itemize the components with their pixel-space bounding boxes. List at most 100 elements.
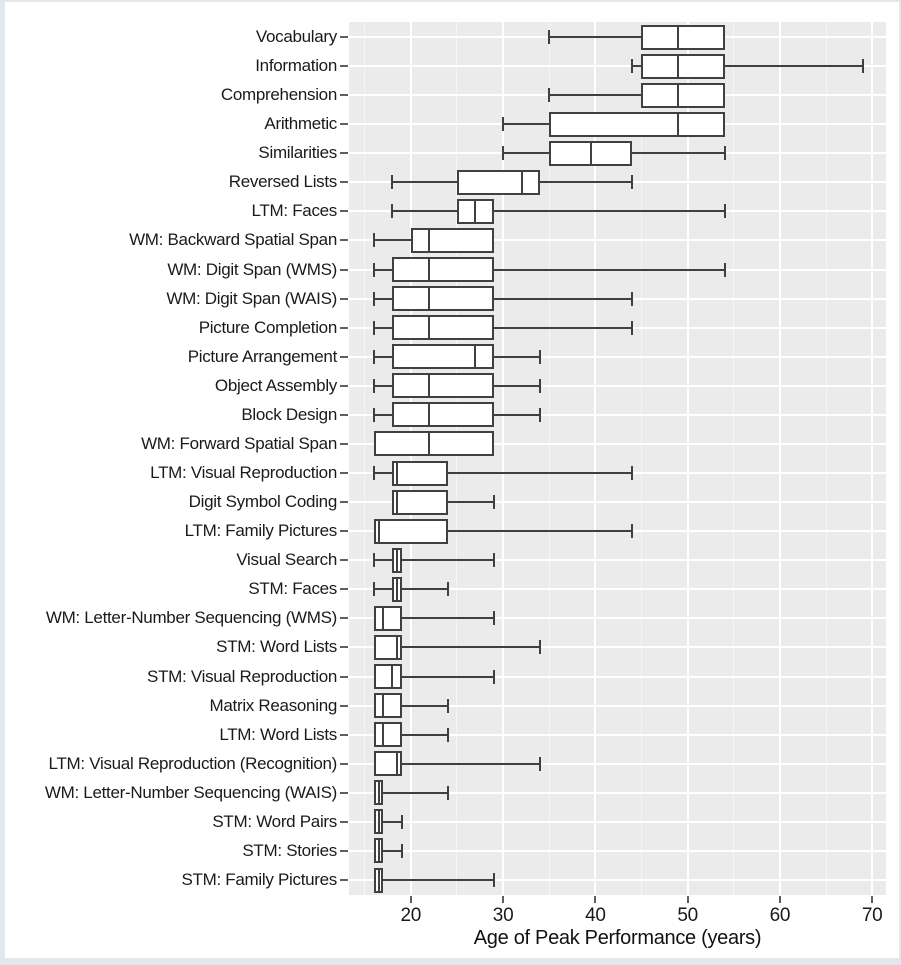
lower-whisker-cap [372, 320, 375, 335]
lower-whisker-line [632, 65, 642, 68]
row-gridline [349, 820, 886, 823]
category-tick-mark [340, 268, 348, 271]
category-label: Vocabulary [255, 27, 337, 46]
category-tick-mark [340, 36, 348, 38]
upper-whisker-cap [538, 407, 541, 422]
iqr-box [373, 664, 402, 690]
category-label: Comprehension [220, 85, 337, 105]
major-gridline [686, 22, 689, 895]
upper-whisker-cap [538, 378, 541, 393]
plot-panel [349, 22, 886, 895]
median-line [395, 636, 398, 658]
lower-whisker-line [549, 94, 642, 97]
lower-whisker-cap [372, 582, 375, 597]
category-label: WM: Backward Spatial Span [129, 230, 337, 250]
median-line [428, 317, 431, 339]
upper-whisker-cap [723, 204, 726, 219]
upper-whisker-line [383, 849, 402, 852]
x-tick-mark [871, 896, 874, 903]
row-gridline [349, 849, 886, 852]
category-label: LTM: Visual Reproduction (Recognition) [48, 753, 338, 773]
median-line [677, 84, 680, 106]
iqr-box [410, 227, 494, 253]
iqr-box [373, 431, 494, 457]
median-line [382, 607, 385, 629]
median-line [395, 491, 398, 513]
upper-whisker-line [493, 384, 540, 387]
upper-whisker-line [493, 210, 725, 213]
category-label: STM: Faces [248, 579, 337, 599]
lower-whisker-line [392, 210, 457, 213]
median-line [377, 811, 380, 833]
median-line [520, 171, 523, 193]
upper-whisker-line [539, 181, 633, 184]
median-line [395, 462, 398, 484]
category-label: Digit Symbol Coding [188, 492, 338, 512]
iqr-box [641, 82, 725, 108]
category-tick-mark [340, 181, 348, 184]
row-gridline [349, 355, 886, 358]
row-gridline [349, 646, 886, 649]
category-label: STM: Family Pictures [181, 870, 337, 890]
category-tick-mark [340, 733, 348, 736]
lower-whisker-cap [502, 117, 505, 132]
lower-whisker-line [373, 268, 393, 271]
category-tick-mark [340, 239, 348, 242]
major-gridline [502, 22, 505, 895]
median-line [677, 113, 680, 135]
category-label: LTM: Visual Reproduction [150, 463, 337, 483]
lower-whisker-cap [391, 204, 394, 219]
iqr-box [641, 53, 725, 79]
lower-whisker-line [549, 36, 642, 38]
x-tick-label: 50 [677, 905, 698, 926]
category-tick-mark [340, 94, 348, 97]
iqr-box [392, 344, 494, 370]
iqr-box [392, 402, 494, 428]
lower-whisker-line [373, 559, 393, 562]
row-gridline [349, 791, 886, 794]
iqr-box [373, 605, 402, 631]
upper-whisker-cap [446, 582, 449, 597]
upper-whisker-line [383, 879, 494, 882]
upper-whisker-line [401, 646, 540, 649]
upper-whisker-line [401, 588, 448, 591]
row-gridline [349, 675, 886, 678]
upper-whisker-cap [446, 727, 449, 742]
upper-whisker-cap [492, 611, 495, 626]
lower-whisker-line [503, 123, 550, 126]
upper-whisker-cap [400, 843, 403, 858]
x-tick-mark [686, 896, 689, 903]
iqr-box [392, 286, 494, 312]
category-label: Reversed Lists [228, 172, 338, 192]
upper-whisker-cap [723, 146, 726, 161]
row-gridline [349, 733, 886, 736]
row-gridline [349, 879, 886, 882]
lower-whisker-cap [502, 146, 505, 161]
category-label: STM: Stories [242, 840, 337, 860]
lower-whisker-line [373, 297, 393, 300]
upper-whisker-cap [492, 873, 495, 888]
upper-whisker-cap [631, 466, 634, 481]
category-label: STM: Visual Reproduction [147, 666, 337, 686]
row-gridline [349, 559, 886, 562]
category-label: Information [255, 56, 337, 76]
row-gridline [349, 588, 886, 591]
iqr-box [641, 24, 725, 50]
lower-whisker-cap [548, 88, 551, 103]
upper-whisker-line [401, 559, 494, 562]
category-tick-mark [340, 123, 348, 126]
category-label: Visual Search [236, 550, 337, 570]
upper-whisker-line [493, 413, 540, 416]
x-tick-mark [502, 896, 505, 903]
lower-whisker-line [373, 472, 393, 475]
median-line [377, 520, 380, 542]
lower-whisker-line [373, 588, 393, 591]
category-label: WM: Letter-Number Sequencing (WAIS) [44, 782, 337, 802]
upper-whisker-cap [861, 59, 864, 74]
minor-gridline [548, 22, 550, 895]
median-line [677, 26, 680, 48]
upper-whisker-line [401, 675, 494, 678]
category-tick-mark [340, 152, 348, 155]
major-gridline [871, 22, 874, 895]
upper-whisker-cap [723, 262, 726, 277]
